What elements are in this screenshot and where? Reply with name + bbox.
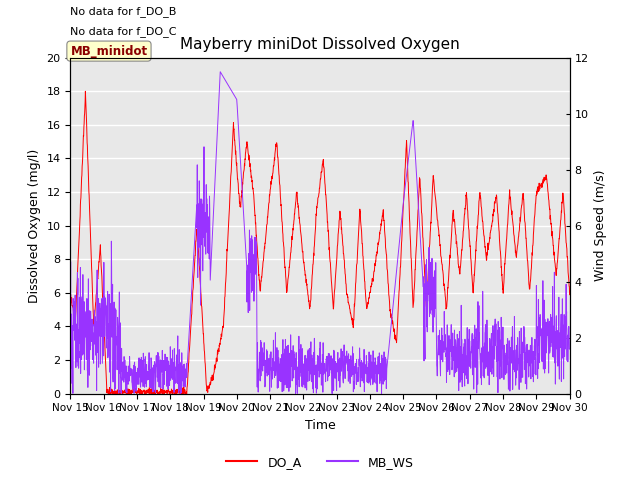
Title: Mayberry miniDot Dissolved Oxygen: Mayberry miniDot Dissolved Oxygen	[180, 37, 460, 52]
Y-axis label: Wind Speed (m/s): Wind Speed (m/s)	[594, 170, 607, 281]
Text: No data for f_DO_B: No data for f_DO_B	[70, 6, 177, 17]
Y-axis label: Dissolved Oxygen (mg/l): Dissolved Oxygen (mg/l)	[28, 148, 41, 303]
X-axis label: Time: Time	[305, 419, 335, 432]
Legend: DO_A, MB_WS: DO_A, MB_WS	[221, 451, 419, 474]
Text: MB_minidot: MB_minidot	[70, 45, 148, 58]
Text: No data for f_DO_C: No data for f_DO_C	[70, 26, 177, 37]
